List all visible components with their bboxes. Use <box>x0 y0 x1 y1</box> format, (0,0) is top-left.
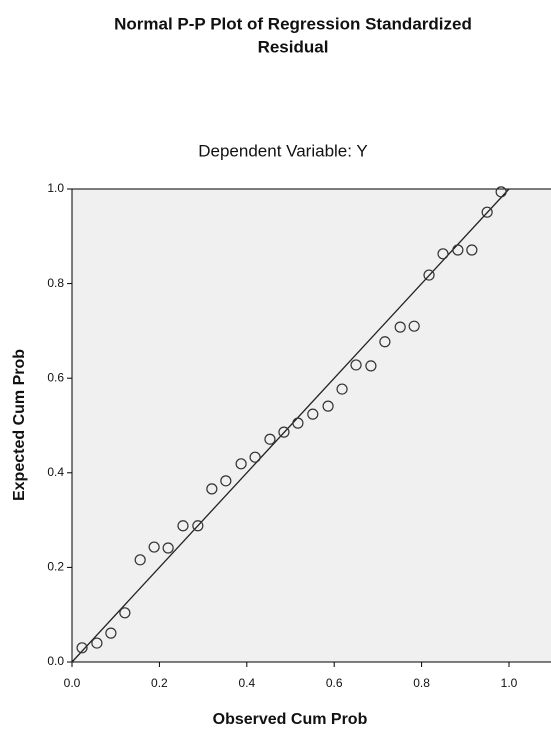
point <box>423 269 435 281</box>
point <box>365 360 377 372</box>
point <box>322 400 334 412</box>
point <box>76 642 88 654</box>
point <box>206 483 218 495</box>
point <box>162 542 174 554</box>
point <box>148 541 160 553</box>
point <box>235 458 247 470</box>
y-tick-label: 0.4 <box>47 465 64 479</box>
x-axis-label: Observed Cum Prob <box>213 711 368 728</box>
point <box>350 359 362 371</box>
point <box>134 554 146 566</box>
point <box>452 244 464 256</box>
point <box>220 475 232 487</box>
point <box>119 607 131 619</box>
chart-title: Residual <box>258 37 329 56</box>
y-axis-label: Expected Cum Prob <box>11 349 28 501</box>
point <box>481 206 493 218</box>
y-tick-label: 0.8 <box>47 276 64 290</box>
point <box>379 336 391 348</box>
y-tick-label: 0.6 <box>47 370 64 384</box>
point <box>177 520 189 532</box>
point <box>336 383 348 395</box>
point <box>408 320 420 332</box>
point <box>91 637 103 649</box>
point <box>278 426 290 438</box>
y-tick-label: 0.2 <box>47 560 64 574</box>
point <box>495 186 507 198</box>
x-tick-label: 0.0 <box>64 676 81 690</box>
point <box>437 248 449 260</box>
point <box>466 244 478 256</box>
point <box>307 408 319 420</box>
chart-title: Normal P-P Plot of Regression Standardiz… <box>114 14 472 33</box>
point <box>292 417 304 429</box>
x-tick-label: 0.2 <box>151 676 168 690</box>
y-tick-label: 0.0 <box>47 654 64 668</box>
reference-line <box>71 188 510 663</box>
point <box>105 627 117 639</box>
point <box>192 520 204 532</box>
x-tick-label: 0.4 <box>238 676 255 690</box>
point <box>264 433 276 445</box>
y-tick-label: 1.0 <box>47 181 64 195</box>
x-tick-label: 0.6 <box>326 676 343 690</box>
x-tick-label: 1.0 <box>501 676 518 690</box>
chart-subtitle: Dependent Variable: Y <box>198 141 368 160</box>
point <box>249 451 261 463</box>
plot-area <box>71 188 551 663</box>
x-tick-label: 0.8 <box>413 676 430 690</box>
point <box>394 321 406 333</box>
